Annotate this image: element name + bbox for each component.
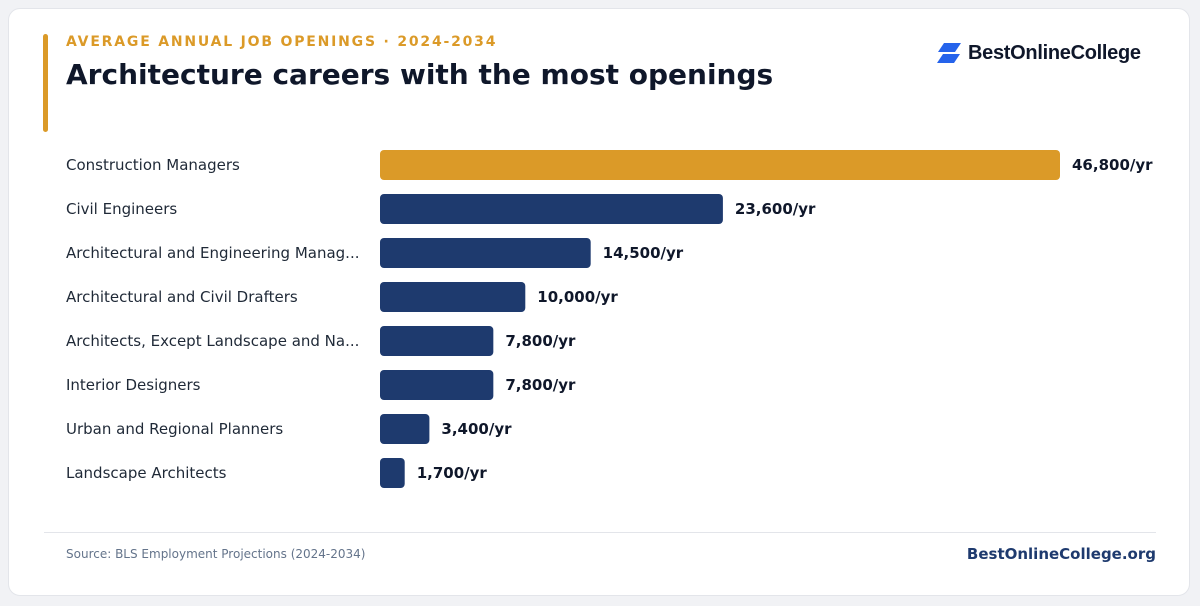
chart-card xyxy=(8,8,1190,596)
category-label: Architectural and Civil Drafters xyxy=(66,288,298,306)
category-label: Architects, Except Landscape and Na... xyxy=(66,332,359,350)
bar-value-label: 1,700/yr xyxy=(417,464,488,482)
category-label: Interior Designers xyxy=(66,376,201,394)
bar[interactable] xyxy=(380,370,494,400)
bar-value-label: 23,600/yr xyxy=(735,200,816,218)
footer-divider xyxy=(44,532,1156,533)
header-accent-bar xyxy=(43,34,48,132)
bar[interactable] xyxy=(380,282,526,312)
category-label: Landscape Architects xyxy=(66,464,227,482)
source-note: Source: BLS Employment Projections (2024… xyxy=(66,547,366,561)
category-label: Construction Managers xyxy=(66,156,240,174)
bar-value-label: 14,500/yr xyxy=(603,244,684,262)
bar-value-label: 46,800/yr xyxy=(1072,156,1153,174)
bar[interactable] xyxy=(380,458,405,488)
brand-logo-text: BestOnlineCollege xyxy=(968,41,1141,64)
bar-chart: Construction Managers 46,800/yr Civil Engi… xyxy=(66,150,1153,488)
bar-value-label: 7,800/yr xyxy=(505,332,576,350)
stacked-parallelogram-icon xyxy=(937,43,961,63)
bar[interactable] xyxy=(380,238,591,268)
bar-value-label: 3,400/yr xyxy=(441,420,512,438)
bar[interactable] xyxy=(380,326,494,356)
category-label: Civil Engineers xyxy=(66,200,177,218)
bar[interactable] xyxy=(380,194,723,224)
chart-title: Architecture careers with the most openi… xyxy=(66,58,774,91)
brand-logo[interactable]: BestOnlineCollege xyxy=(936,40,1141,66)
bar-value-label: 7,800/yr xyxy=(505,376,576,394)
chart-eyebrow: AVERAGE ANNUAL JOB OPENINGS · 2024-2034 xyxy=(66,34,498,50)
category-label: Architectural and Engineering Manag... xyxy=(66,244,359,262)
bar-value-label: 10,000/yr xyxy=(537,288,618,306)
bar[interactable] xyxy=(380,150,1060,180)
site-link[interactable]: BestOnlineCollege.org xyxy=(966,545,1156,563)
bar[interactable] xyxy=(380,414,430,444)
category-label: Urban and Regional Planners xyxy=(66,420,283,438)
